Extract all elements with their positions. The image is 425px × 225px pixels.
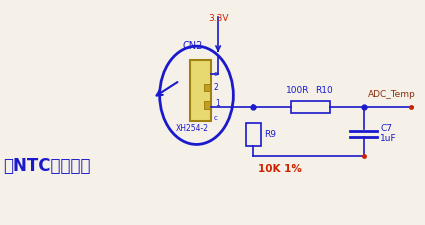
Text: CN2: CN2 [183,41,203,51]
Text: c: c [213,71,217,77]
Text: 3.3V: 3.3V [208,14,228,23]
Text: C7: C7 [380,124,392,133]
Text: c: c [213,115,217,121]
Text: 1: 1 [215,99,220,108]
Text: 2: 2 [213,83,218,92]
Bar [204,83,210,91]
Text: 100R: 100R [286,86,309,95]
Bar [291,101,330,113]
Text: 接NTC热敏电阻: 接NTC热敏电阻 [3,157,91,175]
Text: R10: R10 [315,86,333,95]
Text: 1uF: 1uF [380,134,397,143]
Text: ADC_Temp: ADC_Temp [368,90,415,99]
Bar [190,60,211,121]
Bar [246,123,261,146]
Bar [204,101,210,109]
Text: R9: R9 [264,130,276,139]
Text: 10K 1%: 10K 1% [258,164,302,174]
Text: XH254-2: XH254-2 [176,124,209,133]
